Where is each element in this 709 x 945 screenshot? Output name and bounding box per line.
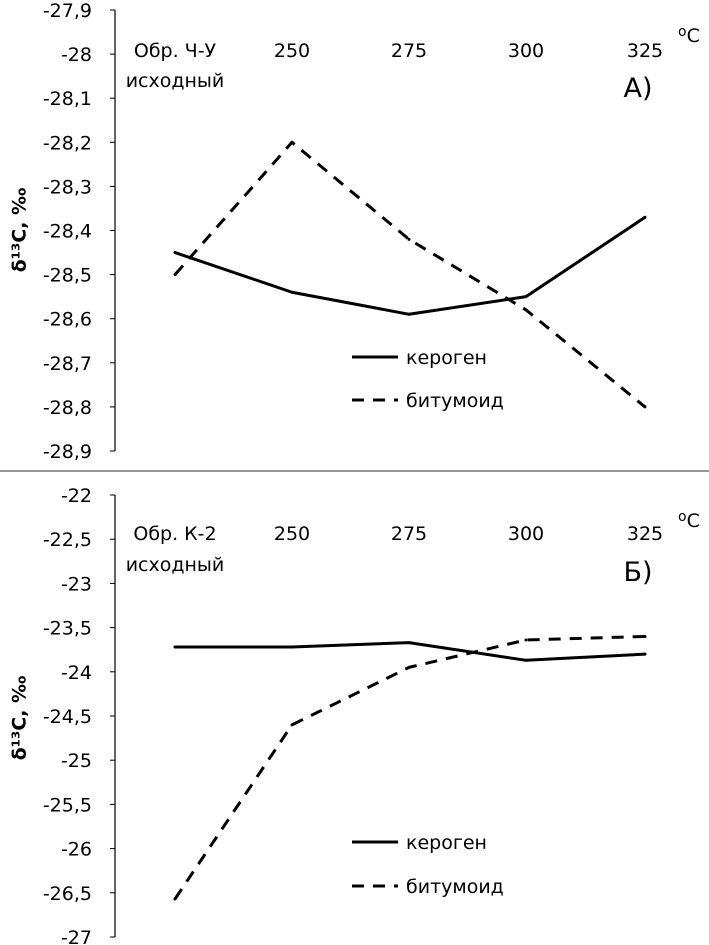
y-tick-label: -23,5 xyxy=(43,618,92,640)
data-point xyxy=(290,290,294,294)
data-point xyxy=(407,665,411,669)
panel-label: А) xyxy=(623,73,652,104)
data-point xyxy=(524,295,528,299)
legend-label: битумоид xyxy=(406,876,504,898)
data-point xyxy=(173,645,177,649)
y-tick-label: -28,8 xyxy=(43,397,92,419)
y-tick-label: -28,6 xyxy=(43,309,92,331)
legend-label: кероген xyxy=(406,347,487,369)
panel-label: Б) xyxy=(623,557,652,588)
data-point xyxy=(643,215,647,219)
y-tick-label: -28,7 xyxy=(43,353,92,375)
category-label: Обр. Ч-У xyxy=(134,40,217,62)
series-line-kerogen xyxy=(175,641,646,662)
data-point xyxy=(173,251,177,255)
data-point xyxy=(290,140,294,144)
panel-a: -27,9 -28 -28,1 -28,2 -28,3 -28,4 -28,5 -28,6 -2… xyxy=(9,0,700,463)
y-tick-label: -28 xyxy=(61,44,92,66)
y-tick-label: -24,5 xyxy=(43,706,92,728)
y-tick-label: -26,5 xyxy=(43,883,92,905)
data-point xyxy=(524,658,528,662)
legend-label: кероген xyxy=(406,832,487,854)
series-line-kerogen xyxy=(174,216,646,316)
y-tick-label: -22 xyxy=(61,485,92,507)
category-label: 325 xyxy=(627,40,663,62)
y-axis-label: δ¹³C, ‰ xyxy=(9,188,31,273)
category-label: 250 xyxy=(274,523,310,545)
series-line-bitumoid xyxy=(173,634,646,900)
y-axis-label: δ¹³C, ‰ xyxy=(9,676,31,761)
data-point xyxy=(524,308,528,312)
category-label: Обр. К-2 xyxy=(133,523,216,545)
data-point xyxy=(643,634,647,638)
data-point xyxy=(290,645,294,649)
y-tick-label: -28,3 xyxy=(43,176,92,198)
data-point xyxy=(173,897,177,901)
y-tick-label: -27,9 xyxy=(43,0,92,22)
y-tick-label: -25 xyxy=(61,750,92,772)
x-unit-label: oC xyxy=(678,509,700,532)
y-tick-label: -28,9 xyxy=(43,441,92,463)
category-label: 325 xyxy=(627,523,663,545)
category-label: 250 xyxy=(274,40,310,62)
y-tick-label: -28,2 xyxy=(43,132,92,154)
category-label: 300 xyxy=(508,523,544,545)
data-point xyxy=(290,723,294,727)
data-point xyxy=(524,638,528,642)
x-unit-label: oC xyxy=(678,24,700,47)
y-tick-label: -28,5 xyxy=(43,265,92,287)
y-tick-label: -22,5 xyxy=(43,529,92,551)
category-label: 275 xyxy=(391,523,427,545)
category-sublabel: исходный xyxy=(126,554,225,576)
category-label: 275 xyxy=(391,40,427,62)
y-tick-label: -23 xyxy=(61,573,92,595)
y-tick-label: -28,4 xyxy=(43,221,92,243)
data-point xyxy=(643,405,647,409)
legend-label: битумоид xyxy=(406,390,504,412)
data-point xyxy=(173,273,177,277)
data-point xyxy=(407,641,411,645)
y-tick-label: -28,1 xyxy=(43,88,92,110)
category-sublabel: исходный xyxy=(126,70,225,92)
data-point xyxy=(407,237,411,241)
y-tick-label: -26 xyxy=(61,839,92,861)
data-point xyxy=(407,312,411,316)
category-label: 300 xyxy=(508,40,544,62)
y-tick-label: -24 xyxy=(61,662,92,684)
panel-b: -22 -22,5 -23 -23,5 -24 -24,5 -25 -25,5 -26 -26,5… xyxy=(9,485,700,945)
data-point xyxy=(643,652,647,656)
y-tick-label: -25,5 xyxy=(43,794,92,816)
y-tick-label: -27 xyxy=(61,927,92,945)
